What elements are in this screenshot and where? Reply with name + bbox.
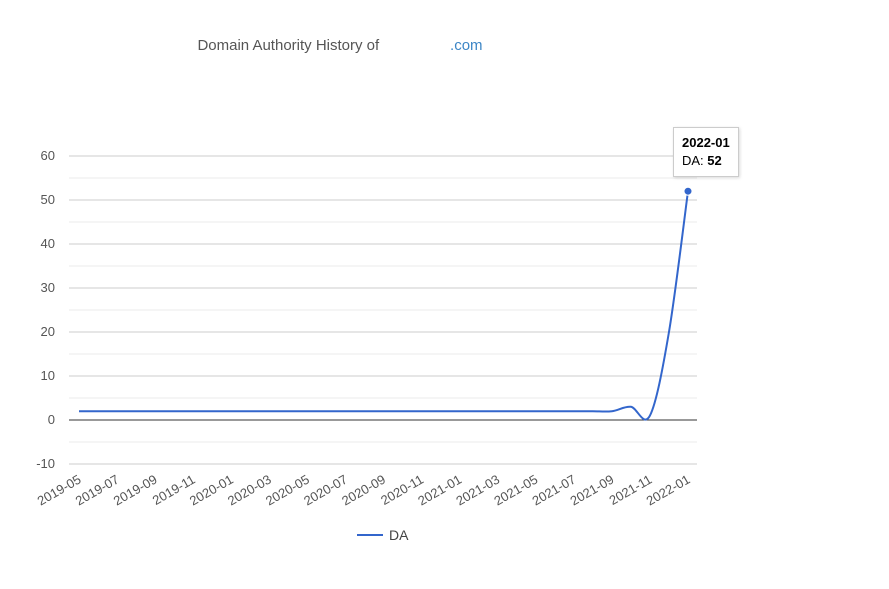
x-tick-label: 2020-09 <box>339 472 388 509</box>
series-layer <box>79 186 693 421</box>
y-axis-ticks: 60 50 40 30 20 10 0 -10 <box>36 148 55 471</box>
legend-swatch <box>357 534 383 536</box>
tooltip-series-label: DA: <box>682 153 704 168</box>
chart-title-domain: .com <box>450 37 483 54</box>
series-line-da <box>79 191 689 421</box>
y-tick-label: 10 <box>41 368 55 383</box>
legend-label: DA <box>389 527 409 543</box>
tooltip-value-row: DA: 52 <box>682 152 730 170</box>
x-tick-label: 2019-09 <box>111 472 160 509</box>
y-tick-label: 20 <box>41 324 55 339</box>
x-tick-label: 2021-09 <box>568 472 617 509</box>
y-tick-label: 60 <box>41 148 55 163</box>
tooltip: 2022-01 DA: 52 <box>673 127 739 177</box>
x-axis-ticks: 2019-052019-072019-092019-112020-012020-… <box>35 472 693 509</box>
y-tick-label: -10 <box>36 456 55 471</box>
chart-title-prefix: Domain Authority History of <box>197 37 380 54</box>
legend[interactable]: DA <box>357 527 408 543</box>
tooltip-date: 2022-01 <box>682 135 730 150</box>
chart-title: Domain Authority History of .com <box>0 37 680 54</box>
data-point-highlight[interactable] <box>683 186 693 196</box>
x-tick-label: 2022-01 <box>644 472 693 509</box>
y-tick-label: 50 <box>41 192 55 207</box>
y-tick-label: 30 <box>41 280 55 295</box>
y-tick-label: 40 <box>41 236 55 251</box>
grid-lines <box>69 155 697 465</box>
y-tick-label: 0 <box>48 412 55 427</box>
tooltip-value: 52 <box>707 153 722 168</box>
